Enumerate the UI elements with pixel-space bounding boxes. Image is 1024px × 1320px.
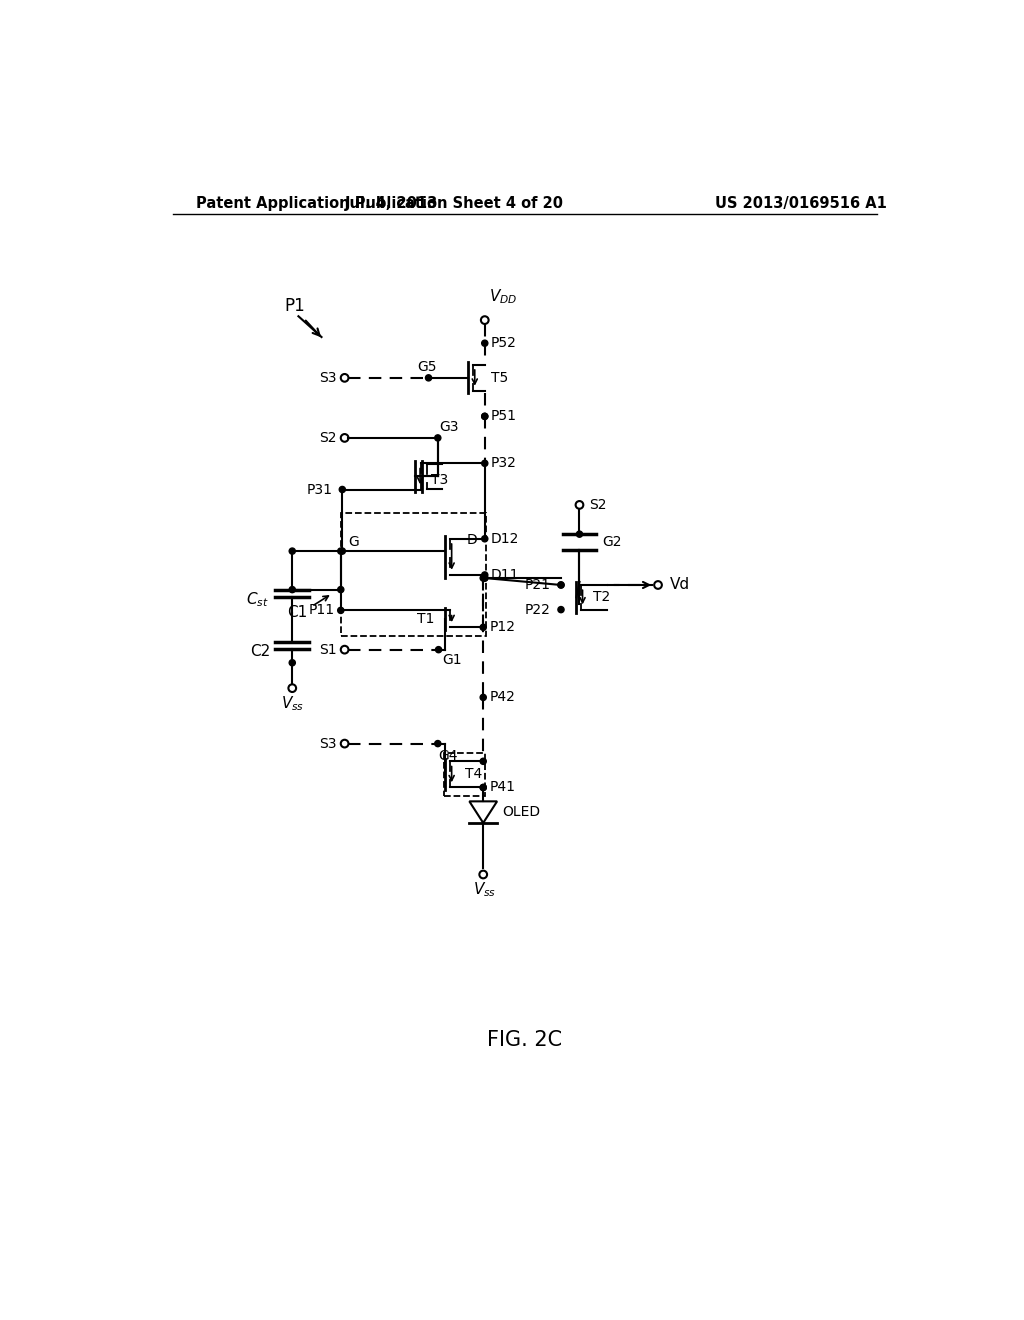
Text: G: G [348,535,359,549]
Text: P52: P52 [490,337,517,350]
Circle shape [480,694,486,701]
Text: Patent Application Publication: Patent Application Publication [196,195,447,211]
Circle shape [289,548,295,554]
Text: P41: P41 [489,780,515,795]
Circle shape [480,758,486,764]
Text: S3: S3 [319,371,337,385]
Text: P21: P21 [524,578,550,591]
Text: S2: S2 [319,430,337,445]
Text: $V_{ss}$: $V_{ss}$ [281,694,304,713]
Circle shape [339,548,345,554]
Text: G4: G4 [438,748,458,763]
Circle shape [481,413,487,420]
Text: T2: T2 [593,590,610,605]
Text: S2: S2 [589,498,606,512]
Text: T1: T1 [418,612,435,626]
Text: C2: C2 [251,644,270,660]
Text: T5: T5 [490,371,508,385]
Circle shape [481,572,487,578]
Text: G2: G2 [602,535,622,549]
Circle shape [481,576,487,581]
Text: G5: G5 [417,360,437,374]
Text: FIG. 2C: FIG. 2C [487,1030,562,1049]
Text: G1: G1 [442,653,462,668]
Text: Jul. 4, 2013   Sheet 4 of 20: Jul. 4, 2013 Sheet 4 of 20 [344,195,563,211]
Text: D11: D11 [490,568,519,582]
Bar [341,512,486,636]
Text: P22: P22 [524,603,550,616]
Circle shape [289,660,295,665]
Text: T3: T3 [431,474,449,487]
Text: G3: G3 [439,420,459,434]
Circle shape [435,741,441,747]
Text: D: D [467,533,478,548]
Text: P12: P12 [489,620,515,635]
Text: US 2013/0169516 A1: US 2013/0169516 A1 [715,195,887,211]
Text: S3: S3 [319,737,337,751]
Circle shape [577,531,583,537]
Text: D12: D12 [490,532,519,545]
Text: $V_{DD}$: $V_{DD}$ [489,288,518,306]
Circle shape [338,607,344,614]
Text: P51: P51 [490,409,517,424]
Circle shape [338,548,344,554]
Circle shape [558,582,564,589]
Circle shape [480,624,486,631]
Text: $V_{ss}$: $V_{ss}$ [473,880,497,899]
Circle shape [339,486,345,492]
Circle shape [481,536,487,543]
Circle shape [481,413,487,420]
Text: P1: P1 [285,297,305,315]
Text: P42: P42 [489,690,515,705]
Text: P32: P32 [490,457,517,470]
Text: S1: S1 [319,643,337,656]
Circle shape [481,461,487,466]
Text: P11: P11 [308,603,335,618]
Text: OLED: OLED [503,805,541,820]
Circle shape [338,586,344,593]
Circle shape [558,607,564,612]
Circle shape [558,582,564,589]
Text: $C_{st}$: $C_{st}$ [247,590,269,609]
Circle shape [480,576,486,581]
Circle shape [289,586,295,593]
Circle shape [435,647,441,653]
Text: P31: P31 [307,483,333,496]
Circle shape [435,434,441,441]
Text: Vd: Vd [670,577,690,593]
Text: T4: T4 [465,767,482,781]
Circle shape [480,784,486,791]
Bar [444,752,484,796]
Circle shape [480,784,486,791]
Circle shape [481,576,487,581]
Circle shape [425,375,432,381]
Circle shape [481,341,487,346]
Text: C1: C1 [288,605,307,620]
